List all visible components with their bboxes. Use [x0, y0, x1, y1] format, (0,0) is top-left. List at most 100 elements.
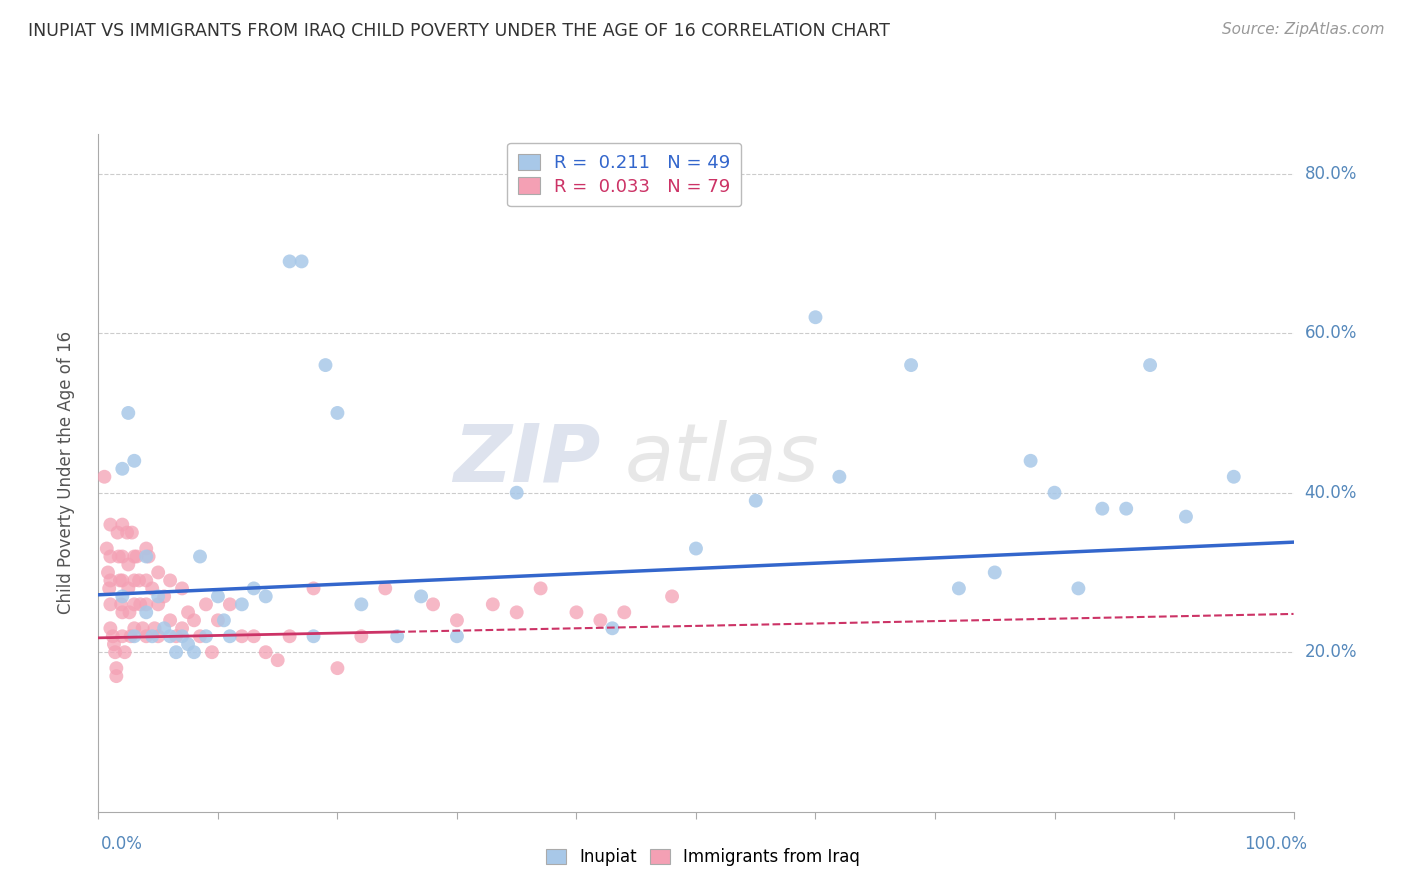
Point	[148, 590, 170, 604]
Point	[385, 629, 409, 643]
Point	[278, 254, 301, 268]
Point	[108, 574, 131, 588]
Point	[983, 566, 1005, 580]
Point	[219, 629, 242, 643]
Point	[135, 605, 157, 619]
Text: INUPIAT VS IMMIGRANTS FROM IRAQ CHILD POVERTY UNDER THE AGE OF 16 CORRELATION CH: INUPIAT VS IMMIGRANTS FROM IRAQ CHILD PO…	[28, 22, 890, 40]
Point	[172, 621, 194, 635]
Point	[828, 469, 851, 483]
Point	[121, 525, 143, 540]
Point	[290, 254, 312, 268]
Point	[120, 629, 142, 643]
Point	[135, 598, 157, 612]
Text: 100.0%: 100.0%	[1244, 835, 1308, 853]
Point	[124, 549, 146, 564]
Point	[207, 613, 229, 627]
Point	[231, 629, 253, 643]
Point	[212, 613, 235, 627]
Point	[135, 541, 157, 556]
Point	[685, 541, 707, 556]
Point	[1139, 358, 1161, 372]
Point	[107, 525, 129, 540]
Point	[506, 485, 529, 500]
Point	[105, 669, 128, 683]
Point	[446, 613, 468, 627]
Point	[254, 645, 277, 659]
Point	[97, 566, 120, 580]
Point	[326, 406, 349, 420]
Point	[267, 653, 290, 667]
Point	[600, 621, 623, 635]
Point	[104, 645, 127, 659]
Point	[98, 582, 121, 596]
Point	[111, 629, 134, 643]
Text: 0.0%: 0.0%	[101, 835, 143, 853]
Point	[177, 605, 200, 619]
Point	[131, 621, 153, 635]
Legend: R =  0.211   N = 49, R =  0.033   N = 79: R = 0.211 N = 49, R = 0.033 N = 79	[508, 143, 741, 206]
Point	[124, 574, 146, 588]
Point	[254, 590, 277, 604]
Point	[138, 549, 160, 564]
Point	[148, 598, 170, 612]
Point	[207, 590, 229, 604]
Text: Source: ZipAtlas.com: Source: ZipAtlas.com	[1222, 22, 1385, 37]
Point	[98, 574, 122, 588]
Point	[411, 590, 433, 604]
Point	[107, 549, 129, 564]
Point	[243, 629, 266, 643]
Point	[141, 629, 163, 643]
Point	[103, 637, 125, 651]
Point	[114, 645, 136, 659]
Point	[1067, 582, 1090, 596]
Point	[98, 598, 122, 612]
Point	[613, 605, 636, 619]
Point	[529, 582, 551, 596]
Point	[117, 558, 139, 572]
Point	[96, 541, 118, 556]
Point	[111, 590, 134, 604]
Point	[98, 517, 122, 532]
Text: 60.0%: 60.0%	[1305, 324, 1357, 343]
Point	[231, 598, 253, 612]
Point	[165, 629, 187, 643]
Point	[101, 629, 124, 643]
Point	[124, 454, 146, 468]
Point	[148, 629, 170, 643]
Point	[135, 574, 157, 588]
Point	[172, 629, 194, 643]
Point	[1043, 485, 1066, 500]
Point	[129, 598, 152, 612]
Point	[1091, 501, 1114, 516]
Point	[374, 582, 396, 596]
Point	[153, 621, 176, 635]
Point	[124, 621, 146, 635]
Point	[1175, 509, 1198, 524]
Point	[105, 661, 128, 675]
Y-axis label: Child Poverty Under the Age of 16: Child Poverty Under the Age of 16	[56, 331, 75, 615]
Text: ZIP: ZIP	[453, 420, 600, 499]
Point	[177, 637, 200, 651]
Point	[128, 574, 150, 588]
Point	[135, 629, 157, 643]
Point	[661, 590, 683, 604]
Point	[183, 613, 205, 627]
Point	[93, 469, 115, 483]
Point	[194, 629, 217, 643]
Point	[745, 493, 768, 508]
Point	[1115, 501, 1137, 516]
Point	[117, 406, 139, 420]
Point	[98, 549, 122, 564]
Point	[481, 598, 505, 612]
Legend: Inupiat, Immigrants from Iraq: Inupiat, Immigrants from Iraq	[537, 840, 869, 875]
Point	[589, 613, 612, 627]
Point	[141, 582, 163, 596]
Point	[153, 590, 176, 604]
Text: 40.0%: 40.0%	[1305, 483, 1357, 501]
Point	[446, 629, 468, 643]
Point	[115, 525, 138, 540]
Point	[118, 605, 141, 619]
Point	[124, 598, 146, 612]
Point	[326, 661, 349, 675]
Point	[565, 605, 588, 619]
